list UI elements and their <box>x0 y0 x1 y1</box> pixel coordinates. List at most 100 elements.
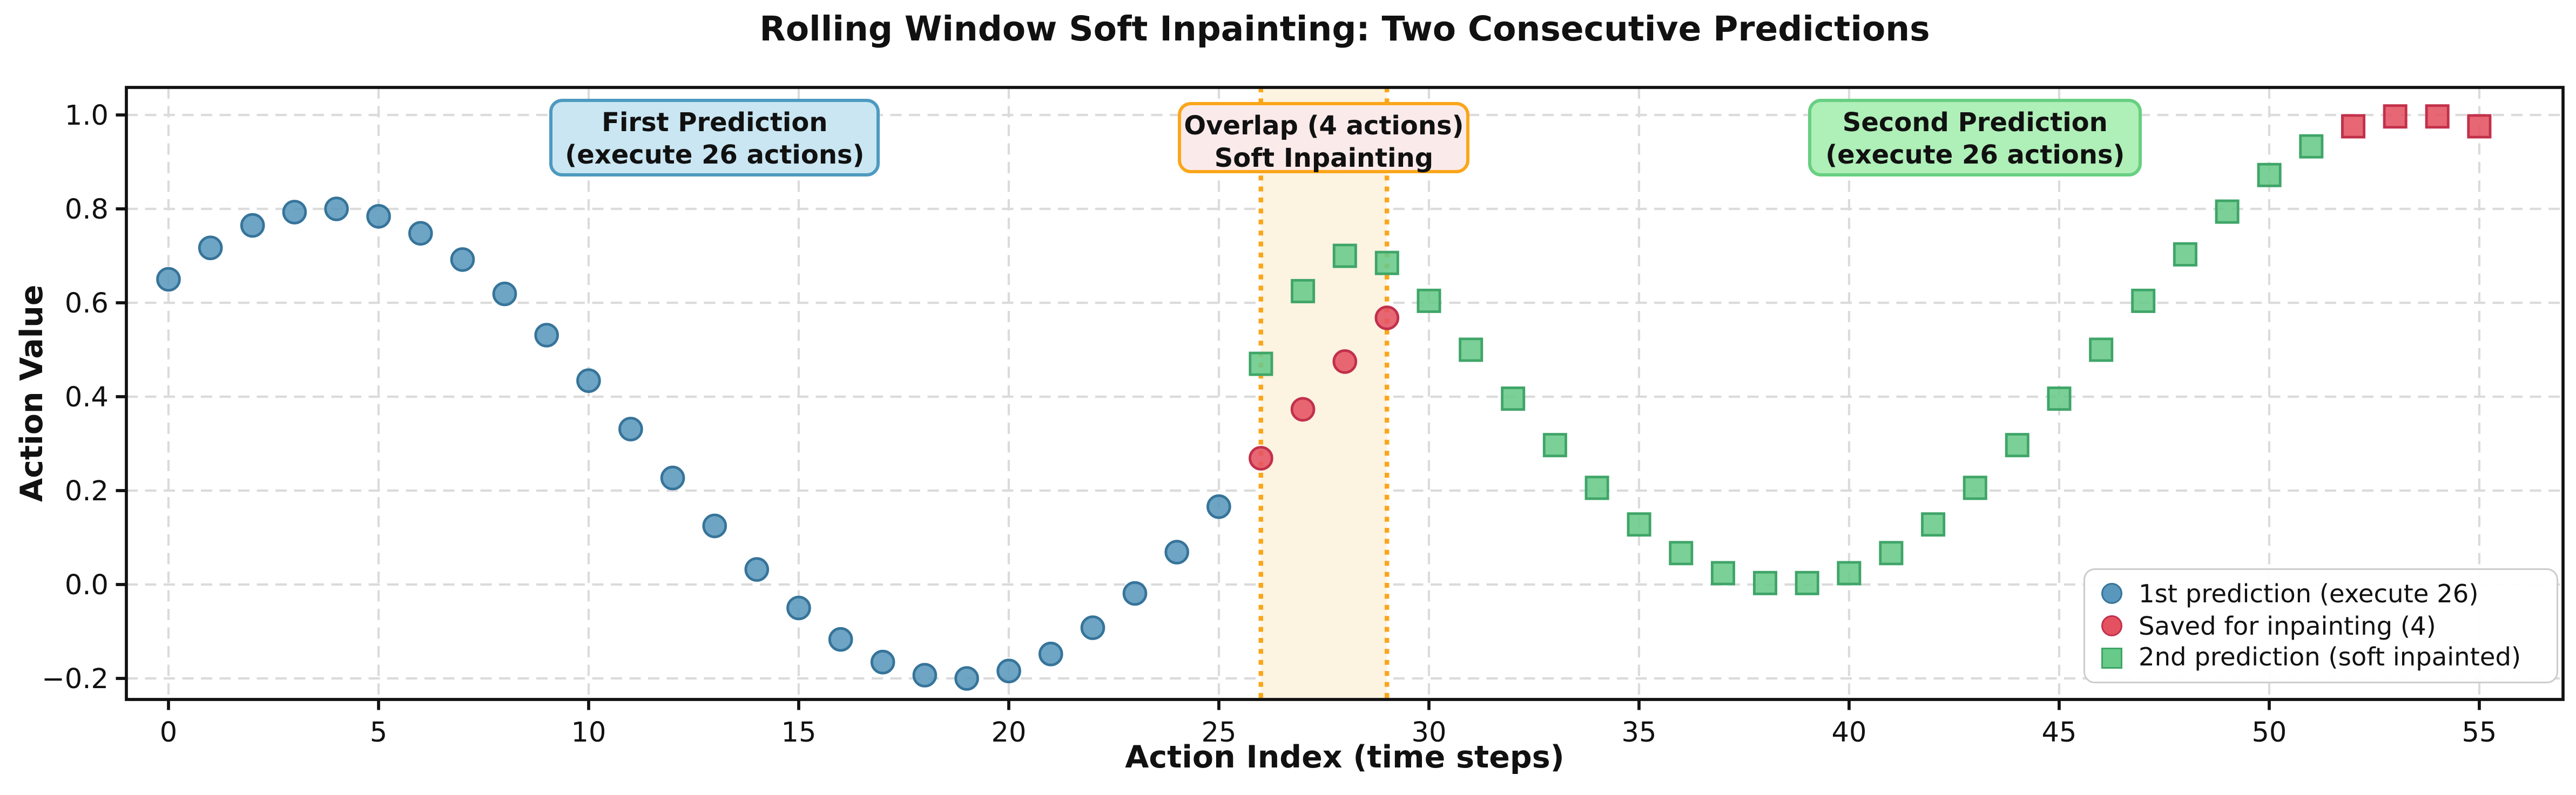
legend-circle-marker-icon <box>2101 615 2122 636</box>
point-s1-x28 <box>1332 349 1358 374</box>
point-s1-x27 <box>1290 397 1316 422</box>
point-s0-x19 <box>954 666 979 691</box>
legend-square-marker-icon <box>2101 647 2122 669</box>
y-tick-label: −0.2 <box>42 663 109 695</box>
x-tick-label: 0 <box>160 717 177 749</box>
point-s0-x21 <box>1038 641 1063 667</box>
legend: 1st prediction (execute 26) Saved for inp… <box>2083 568 2558 683</box>
point-s0-x4 <box>324 196 349 221</box>
point-s2-x44 <box>2005 433 2029 458</box>
annotation-text: First Prediction <box>602 107 828 138</box>
point-s2-x32 <box>1501 386 1526 411</box>
point-s0-x6 <box>408 221 433 246</box>
point-s1-x26 <box>1249 446 1273 471</box>
point-s0-x15 <box>786 595 811 621</box>
point-s2-x41 <box>1879 541 1904 566</box>
point-s2-x47 <box>2131 288 2156 313</box>
point-s0-x3 <box>282 200 307 225</box>
point-s2-x36 <box>1669 541 1694 566</box>
point-s0-x16 <box>828 627 853 652</box>
legend-label: Saved for inpainting (4) <box>2139 611 2436 641</box>
point-s0-x18 <box>912 663 938 688</box>
y-axis-label: Action Value <box>15 284 50 502</box>
point-s2-x34 <box>1584 475 1609 500</box>
x-tick-label: 25 <box>1202 717 1237 749</box>
x-axis-label: Action Index (time steps) <box>1125 740 1565 776</box>
annotation-box-1: Overlap (4 actions) Soft Inpainting <box>1178 102 1470 173</box>
x-tick-label: 5 <box>370 717 387 749</box>
point-s0-x1 <box>198 235 223 261</box>
point-s0-x5 <box>366 204 391 229</box>
point-s2-x31 <box>1459 337 1483 362</box>
annotation-text: Second Prediction <box>1842 107 2108 138</box>
point-s2-x48 <box>2173 242 2197 267</box>
y-tick-label: 0.2 <box>65 475 109 507</box>
legend-label: 1st prediction (execute 26) <box>2139 579 2479 609</box>
point-s2-x26 <box>1249 351 1273 376</box>
point-s0-x20 <box>996 658 1021 684</box>
point-s3-x53 <box>2383 104 2408 129</box>
point-s0-x11 <box>618 417 643 441</box>
x-tick-label: 20 <box>992 717 1027 749</box>
point-s3-x52 <box>2341 114 2366 139</box>
legend-item: Saved for inpainting (4) <box>2101 610 2537 642</box>
y-tick-label: 1.0 <box>65 100 109 132</box>
point-s3-x54 <box>2425 104 2450 129</box>
annotation-text: Soft Inpainting <box>1214 142 1434 173</box>
point-s2-x45 <box>2047 386 2072 411</box>
point-s2-x37 <box>1711 561 1736 586</box>
point-s0-x23 <box>1122 581 1148 606</box>
point-s2-x27 <box>1291 278 1316 303</box>
point-s1-x29 <box>1374 305 1400 330</box>
point-s0-x0 <box>156 267 181 292</box>
annotation-text: (execute 26 actions) <box>565 139 865 170</box>
point-s2-x29 <box>1374 250 1399 275</box>
point-s2-x49 <box>2215 199 2240 224</box>
point-s0-x12 <box>660 465 685 491</box>
point-s2-x39 <box>1795 570 1819 595</box>
point-s2-x40 <box>1837 561 1862 586</box>
x-tick-label: 10 <box>571 717 606 749</box>
annotation-box-2: Second Prediction (execute 26 actions) <box>1808 99 2142 176</box>
chart-title: Rolling Window Soft Inpainting: Two Cons… <box>759 10 1930 49</box>
annotation-text: (execute 26 actions) <box>1825 139 2125 170</box>
annotation-text: Overlap (4 actions) <box>1184 110 1464 141</box>
x-tick-label: 45 <box>2042 717 2077 749</box>
x-tick-label: 40 <box>1832 717 1867 749</box>
point-s0-x13 <box>702 513 727 539</box>
x-tick-label: 30 <box>1412 717 1447 749</box>
annotation-box-0: First Prediction (execute 26 actions) <box>549 99 880 176</box>
point-s2-x51 <box>2299 134 2324 159</box>
x-tick-label: 35 <box>1622 717 1657 749</box>
point-s0-x17 <box>870 649 895 675</box>
point-s2-x30 <box>1417 288 1441 313</box>
point-s2-x50 <box>2257 162 2282 187</box>
point-s0-x8 <box>492 281 517 307</box>
x-tick-label: 15 <box>781 717 817 749</box>
legend-label: 2nd prediction (soft inpainted) <box>2139 643 2521 672</box>
point-s3-x55 <box>2467 114 2492 139</box>
y-tick-label: 0.8 <box>65 194 109 226</box>
x-tick-label: 55 <box>2462 717 2497 749</box>
legend-circle-marker-icon <box>2101 583 2122 604</box>
point-s0-x14 <box>744 557 770 582</box>
x-tick-label: 50 <box>2251 717 2287 749</box>
point-s2-x28 <box>1332 243 1357 268</box>
point-s2-x42 <box>1921 512 1946 537</box>
point-s0-x9 <box>534 323 559 348</box>
point-s0-x22 <box>1080 615 1105 640</box>
legend-item: 2nd prediction (soft inpainted) <box>2101 642 2537 674</box>
point-s2-x43 <box>1963 475 1987 500</box>
legend-item: 1st prediction (execute 26) <box>2101 578 2537 610</box>
point-s2-x38 <box>1753 570 1778 595</box>
point-s0-x10 <box>576 368 601 393</box>
y-tick-label: 0.0 <box>65 569 109 601</box>
y-tick-label: 0.6 <box>65 288 109 320</box>
point-s0-x2 <box>240 213 265 238</box>
overlap-span <box>1260 87 1387 699</box>
point-s2-x46 <box>2089 337 2114 362</box>
point-s2-x35 <box>1627 512 1651 537</box>
point-s0-x7 <box>450 247 475 272</box>
